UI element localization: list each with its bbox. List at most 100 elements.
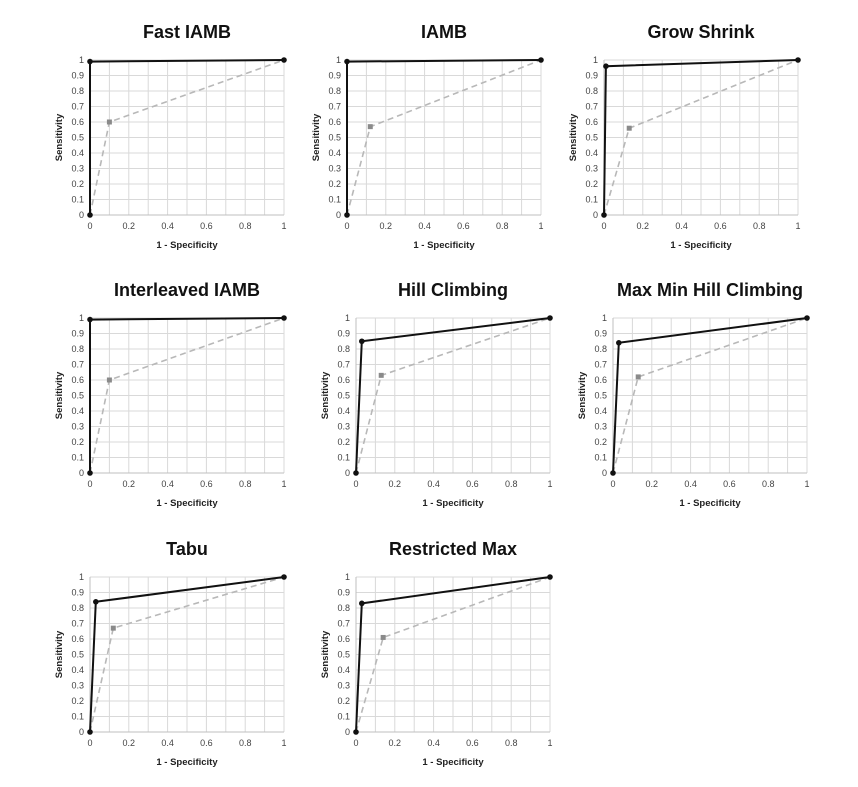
data-point [635,374,641,380]
chart-title: Hill Climbing [398,280,508,300]
y-tick-label: 0.4 [337,665,350,675]
x-tick-label: 0.2 [123,738,136,748]
y-tick-label: 0.6 [337,634,350,644]
y-tick-label: 0 [602,468,607,478]
chart-title: Fast IAMB [143,22,231,42]
y-tick-label: 1 [345,313,350,323]
data-point [87,316,93,323]
y-tick-label: 0.3 [337,681,350,691]
data-point [367,124,373,130]
y-tick-label: 0.5 [328,133,341,143]
y-tick-label: 0.9 [585,71,598,81]
x-tick-label: 0 [353,738,358,748]
y-tick-label: 0.1 [71,195,84,205]
data-point [538,57,544,63]
y-tick-label: 0.7 [594,360,607,370]
chart-panel: Tabu 0 0.1 0.2 0.3 0.4 0.5 0.6 0.7 0.8 0.9 1 0 0.2 0.4… [54,539,287,768]
x-axis-label: 1 - Specificity [156,240,218,251]
x-tick-label: 0.6 [466,479,479,489]
y-axis-label: Sensitivity [320,371,331,419]
y-tick-label: 0.8 [71,603,84,613]
data-point [281,574,287,580]
x-axis-label: 1 - Specificity [422,498,484,509]
x-tick-label: 0.2 [389,479,402,489]
y-tick-label: 0.5 [337,391,350,401]
y-tick-label: 0.6 [594,375,607,385]
chart-panel: Fast IAMB 0 0.1 0.2 0.3 0.4 0.5 0.6 0.7 0.8 0.9 1 0 0… [54,22,287,251]
x-tick-label: 0.6 [200,221,213,231]
x-tick-label: 0.4 [161,479,174,489]
y-tick-label: 0.7 [585,102,598,112]
y-tick-label: 0.1 [328,195,341,205]
x-tick-label: 0.2 [123,221,136,231]
data-point [616,340,622,346]
y-tick-label: 0.2 [71,437,84,447]
y-tick-label: 0.2 [594,437,607,447]
y-tick-label: 0.9 [71,329,84,339]
data-point [380,634,386,640]
data-point [359,600,365,607]
y-tick-label: 0.8 [594,344,607,354]
y-tick-label: 0.3 [594,422,607,432]
y-tick-label: 0.3 [585,164,598,174]
y-axis-label: Sensitivity [311,113,322,161]
y-tick-label: 0 [79,727,84,737]
y-tick-label: 0.4 [337,406,350,416]
y-tick-label: 1 [79,55,84,65]
y-axis-label: Sensitivity [54,113,65,161]
y-tick-label: 0.2 [337,437,350,447]
y-tick-label: 0.2 [328,179,341,189]
y-tick-label: 0.6 [585,117,598,127]
y-tick-label: 0 [345,727,350,737]
y-tick-label: 0.6 [328,117,341,127]
x-tick-label: 0.8 [496,221,509,231]
y-tick-label: 0.6 [71,117,84,127]
data-point [353,729,359,735]
y-tick-label: 0.1 [337,712,350,722]
data-point [106,377,112,383]
x-tick-label: 1 [538,221,543,231]
chart-title: Grow Shrink [647,22,755,42]
data-point [547,574,553,580]
x-tick-label: 0.4 [427,479,440,489]
y-axis-label: Sensitivity [577,371,588,419]
x-tick-label: 0 [87,221,92,231]
y-tick-label: 0.8 [337,603,350,613]
x-tick-label: 0.4 [161,221,174,231]
x-axis-label: 1 - Specificity [413,240,475,251]
x-tick-label: 0.2 [380,221,393,231]
data-point [87,729,93,735]
y-tick-label: 0.5 [71,391,84,401]
y-tick-label: 0.2 [337,696,350,706]
y-tick-label: 0.1 [594,453,607,463]
y-tick-label: 0 [79,210,84,220]
x-axis-label: 1 - Specificity [156,498,218,509]
y-tick-label: 0.2 [71,696,84,706]
y-tick-label: 0.6 [71,375,84,385]
y-axis-label: Sensitivity [54,630,65,678]
x-tick-label: 0.4 [684,479,697,489]
x-tick-label: 1 [281,221,286,231]
x-tick-label: 0.2 [637,221,650,231]
x-tick-label: 0.8 [762,479,775,489]
x-tick-label: 0.4 [161,738,174,748]
x-tick-label: 0.8 [239,738,252,748]
chart-panel: Hill Climbing 0 0.1 0.2 0.3 0.4 0.5 0.6 0.7 0.8 0.… [320,280,553,509]
data-point [87,212,93,218]
chart-panel: IAMB 0 0.1 0.2 0.3 0.4 0.5 0.6 0.7 0.8 0.9 1 0 0.2 0.4… [311,22,544,251]
y-tick-label: 0.3 [328,164,341,174]
chart-title: Max Min Hill Climbing [617,280,803,300]
y-tick-label: 0.9 [337,329,350,339]
y-tick-label: 1 [79,313,84,323]
y-tick-label: 0.7 [71,360,84,370]
y-tick-label: 0.5 [337,650,350,660]
y-tick-label: 0.9 [594,329,607,339]
x-tick-label: 0.4 [675,221,688,231]
y-tick-label: 1 [345,572,350,582]
x-tick-label: 0.4 [427,738,440,748]
data-point [87,58,93,65]
x-tick-label: 0 [610,479,615,489]
y-tick-label: 0.7 [328,102,341,112]
x-tick-label: 0.2 [646,479,659,489]
data-point [110,625,116,631]
